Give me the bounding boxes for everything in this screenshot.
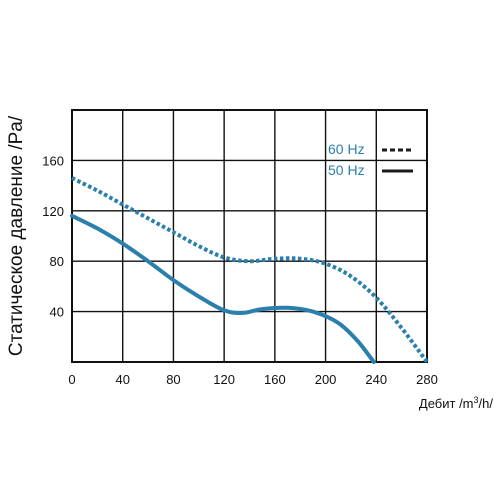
x-tick-label-80: 80 (166, 372, 180, 387)
x-tick-label-160: 160 (264, 372, 286, 387)
y-tick-label-40: 40 (50, 305, 64, 320)
legend: 60 Hz 50 Hz (328, 141, 413, 178)
series-layer (70, 176, 429, 364)
series-line-50hz (70, 213, 376, 364)
x-tick-label-120: 120 (213, 372, 235, 387)
plot-frame (71, 109, 428, 363)
y-tick-label-80: 80 (50, 254, 64, 269)
legend-label-50hz: 50 Hz (328, 162, 365, 178)
x-axis-title: Дебит /m3/h/ (419, 395, 493, 411)
grid (72, 110, 427, 362)
legend-label-60hz: 60 Hz (328, 141, 365, 157)
series-line-60hz (71, 176, 429, 364)
x-tick-label-240: 240 (365, 372, 387, 387)
y-axis-title: Статическое давление /Pa/ (6, 115, 27, 356)
x-tick-label-0: 0 (68, 372, 75, 387)
x-tick-label-40: 40 (115, 372, 129, 387)
x-tick-label-280: 280 (416, 372, 438, 387)
y-tick-label-160: 160 (42, 153, 64, 168)
tick-labels: 0 40 80 120 160 200 240 280 40 80 120 160 (42, 153, 438, 387)
y-tick-label-120: 120 (42, 204, 64, 219)
x-tick-label-200: 200 (315, 372, 337, 387)
